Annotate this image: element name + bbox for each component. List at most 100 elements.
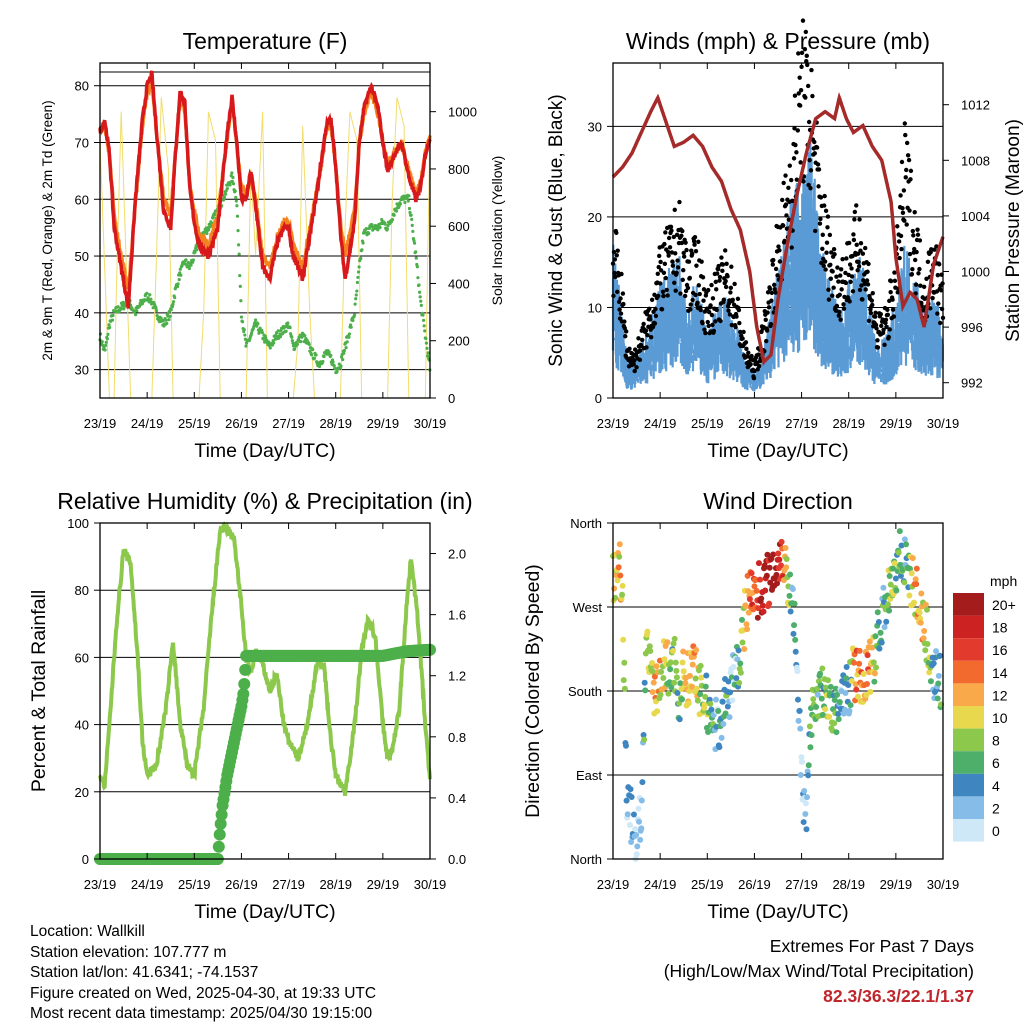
- dewpoint-point: [355, 289, 359, 293]
- gust-point: [717, 278, 722, 283]
- gust-point: [900, 206, 905, 211]
- y2-axis-label: Solar Insolation (Yellow): [489, 156, 505, 306]
- direction-point: [826, 713, 833, 720]
- dewpoint-point: [347, 335, 351, 339]
- dewpoint-point: [171, 300, 176, 304]
- direction-point: [770, 551, 777, 558]
- gust-point: [690, 297, 695, 303]
- y-tick-label: 40: [75, 718, 89, 733]
- direction-point: [786, 592, 793, 599]
- gust-point: [751, 375, 757, 381]
- gust-point: [648, 335, 654, 340]
- direction-point: [903, 541, 910, 548]
- dewpoint-point: [354, 297, 358, 301]
- gust-point: [687, 275, 693, 281]
- direction-point: [895, 549, 902, 556]
- gust-point: [865, 282, 871, 287]
- direction-point: [871, 678, 878, 685]
- direction-point: [676, 716, 683, 723]
- gust-point: [797, 103, 803, 108]
- gust-point: [917, 266, 922, 272]
- gust-point: [621, 301, 626, 307]
- direction-point: [646, 643, 653, 650]
- legend-swatch: [953, 638, 984, 661]
- dewpoint-point: [180, 263, 184, 268]
- dewpoint-point: [100, 340, 104, 344]
- direction-point: [736, 679, 743, 686]
- gust-point: [881, 327, 886, 332]
- dewpoint-point: [238, 284, 242, 288]
- gust-point: [714, 307, 719, 313]
- gust-point: [818, 195, 824, 200]
- gust-point: [907, 208, 912, 213]
- direction-point: [805, 762, 812, 769]
- gust-point: [930, 295, 935, 301]
- gust-point: [904, 222, 909, 227]
- x-tick-label: 30/19: [927, 416, 960, 431]
- dewpoint-point: [195, 248, 199, 252]
- gust-point: [708, 303, 713, 308]
- dewpoint-point: [108, 325, 112, 330]
- direction-point: [797, 771, 804, 778]
- x-tick-label: 28/19: [319, 877, 352, 892]
- dewpoint-point: [314, 353, 318, 357]
- dewpoint-point: [385, 227, 389, 231]
- gust-point: [883, 317, 889, 322]
- gust-point: [656, 293, 661, 299]
- gust-point: [691, 238, 697, 244]
- legend-label: 20+: [992, 597, 1016, 613]
- dewpoint-point: [364, 226, 369, 231]
- gust-point: [831, 285, 836, 290]
- direction-point: [860, 671, 867, 678]
- dewpoint-point: [293, 347, 297, 351]
- dewpoint-point: [240, 320, 245, 324]
- gust-point: [885, 307, 890, 313]
- direction-point: [754, 614, 761, 621]
- gust-point: [875, 338, 880, 343]
- dewpoint-point: [344, 346, 348, 350]
- direction-point: [810, 696, 817, 703]
- gust-point: [673, 288, 678, 293]
- legend-label: 16: [992, 642, 1008, 658]
- dewpoint-point: [222, 195, 227, 199]
- y2-tick-label: 0.4: [448, 791, 466, 806]
- gust-point: [868, 310, 874, 316]
- gust-point: [861, 278, 866, 283]
- direction-point: [759, 602, 766, 609]
- x-tick-label: 25/19: [691, 877, 724, 892]
- gust-point: [818, 216, 823, 222]
- dewpoint-point: [236, 228, 240, 233]
- direction-point: [619, 591, 626, 598]
- gust-point: [645, 333, 650, 338]
- direction-point: [766, 600, 773, 607]
- dewpoint-point: [223, 192, 228, 196]
- gust-point: [729, 264, 734, 269]
- direction-point: [650, 679, 657, 686]
- direction-point: [908, 570, 915, 577]
- plot-frame: [99, 522, 431, 860]
- dewpoint-point: [207, 228, 211, 232]
- gust-point: [614, 253, 619, 258]
- dewpoint-point: [309, 353, 314, 357]
- gust-point: [899, 159, 905, 165]
- x-tick-label: 25/19: [178, 416, 211, 431]
- dewpoint-point: [278, 332, 282, 336]
- y2-tick-label: 1000: [448, 105, 477, 120]
- direction-point: [927, 678, 934, 685]
- x-tick-label: 23/19: [597, 416, 630, 431]
- gust-point: [937, 320, 943, 326]
- gust-point: [796, 51, 801, 56]
- gust-point: [824, 240, 830, 245]
- gust-point: [866, 318, 872, 323]
- gust-point: [846, 272, 851, 278]
- gust-point: [932, 247, 937, 252]
- gust-point: [822, 203, 827, 208]
- y-tick-label: 20: [75, 785, 89, 800]
- direction-point: [642, 687, 649, 694]
- gust-point: [780, 223, 786, 228]
- gust-point: [726, 308, 731, 313]
- direction-point: [922, 601, 929, 608]
- gust-point: [839, 287, 844, 292]
- direction-point: [875, 619, 882, 626]
- gust-point: [616, 299, 622, 305]
